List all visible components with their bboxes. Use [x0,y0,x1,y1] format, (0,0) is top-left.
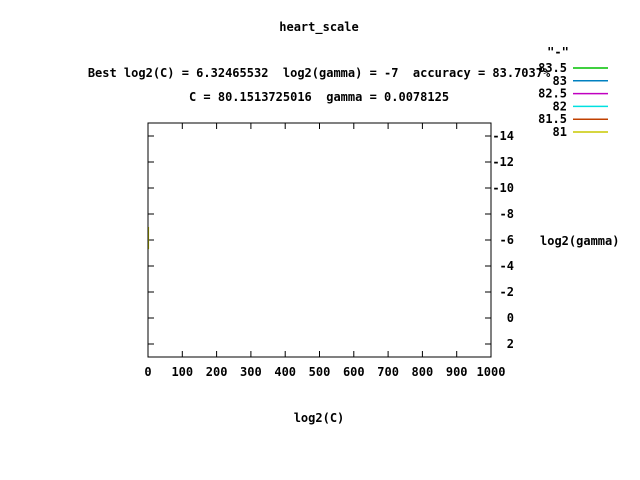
y-tick-label: -2 [500,285,514,299]
legend-entry-label: 82.5 [538,87,567,101]
y-tick-label: -10 [492,181,514,195]
chart-subtitle-best: Best log2(C) = 6.32465532 log2(gamma) = … [87,66,551,80]
y-tick-label: -4 [500,259,514,273]
y-tick-label: 0 [507,311,514,325]
x-tick-label: 0 [144,365,151,379]
legend-title: "-" [547,45,569,59]
chart-title: heart_scale [279,20,359,34]
legend-entry-label: 81 [553,125,567,139]
y-tick-label: -6 [500,233,514,247]
x-tick-label: 1000 [477,365,506,379]
y-axis-label: log2(gamma) [540,234,620,248]
x-tick-label: 200 [206,365,228,379]
legend-entry-label: 83 [553,74,567,88]
y-tick-label: 2 [507,337,514,351]
x-tick-label: 100 [171,365,193,379]
x-tick-label: 800 [412,365,434,379]
x-tick-label: 600 [343,365,365,379]
x-axis: 0 100 200 300 400 500 600 700 800 900 1000 [144,123,505,379]
legend-entry-label: 83.5 [538,61,567,75]
x-tick-label: 500 [309,365,331,379]
x-tick-label: 700 [377,365,399,379]
x-tick-label: 900 [446,365,468,379]
x-tick-label: 300 [240,365,262,379]
y-tick-label: -14 [492,129,514,143]
plot-frame [147,122,492,358]
x-axis-label: log2(C) [293,411,345,425]
legend-entry-label: 82 [553,99,567,113]
x-tick-label: 400 [274,365,296,379]
y-tick-label: -12 [492,155,514,169]
chart-subtitle-params: C = 80.1513725016 gamma = 0.0078125 [188,90,450,104]
y-tick-label: -8 [500,207,514,221]
y-axis: -14 -12 -10 -8 -6 -4 -2 0 2 [148,129,514,351]
legend-entry-label: 81.5 [538,112,567,126]
